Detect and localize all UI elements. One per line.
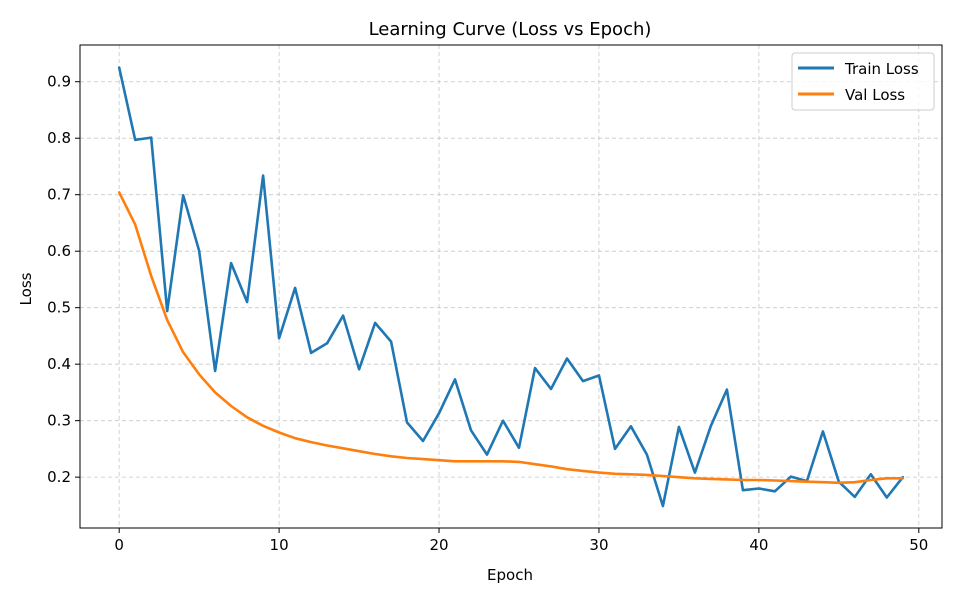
y-tick-label: 0.8 (47, 129, 71, 147)
y-axis-label: Loss (17, 272, 35, 305)
series-layer (117, 66, 905, 508)
plot-frame (79, 44, 943, 529)
y-tick-label: 0.2 (47, 468, 71, 486)
x-axis-label: Epoch (487, 566, 533, 584)
x-tick-label: 40 (749, 536, 768, 554)
y-tick-label: 0.6 (47, 242, 71, 260)
y-tick-label: 0.3 (47, 412, 71, 430)
chart-title: Learning Curve (Loss vs Epoch) (369, 19, 652, 40)
y-tick-label: 0.5 (47, 299, 71, 317)
y-tick-label: 0.9 (47, 73, 71, 91)
series-line-val-loss (117, 191, 905, 485)
y-tick-label: 0.7 (47, 186, 71, 204)
y-tick-label: 0.4 (47, 355, 71, 373)
legend-label-val-loss: Val Loss (845, 86, 905, 104)
legend-label-train-loss: Train Loss (844, 60, 919, 78)
ticks: 0 10 20 30 40 50 0.2 0.3 0.4 0.5 0.6 0.7 0.8 0.9 (47, 73, 928, 554)
x-tick-label: 20 (429, 536, 448, 554)
x-tick-label: 0 (114, 536, 124, 554)
x-tick-label: 50 (909, 536, 928, 554)
x-tick-label: 30 (589, 536, 608, 554)
series-line-train-loss (117, 66, 905, 508)
legend: Train Loss Val Loss (791, 52, 935, 111)
x-tick-label: 10 (270, 536, 289, 554)
